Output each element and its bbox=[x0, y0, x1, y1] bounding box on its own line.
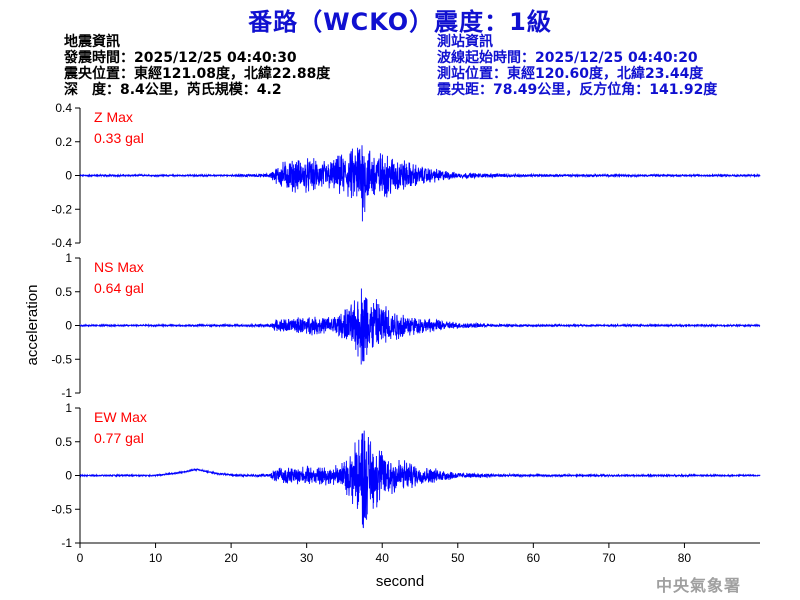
y-tick-label: -1 bbox=[61, 536, 72, 550]
y-tick-label: 0 bbox=[65, 169, 72, 183]
panel-z: -0.4 -0.2 0 0.2 0.4 Z Max 0.33 gal bbox=[51, 101, 761, 250]
panel-ns: -1 -0.5 0 0.5 1 NS Max 0.64 gal bbox=[51, 251, 761, 400]
waveform-ew bbox=[79, 430, 761, 529]
x-tick-label: 0 bbox=[77, 551, 84, 565]
y-tick-label: 0.2 bbox=[55, 135, 72, 149]
station-info-heading: 測站資訊 bbox=[437, 34, 493, 50]
y-tick-label: 0.4 bbox=[55, 101, 72, 115]
y-tick-label: 1 bbox=[65, 251, 72, 265]
y-tick-label: -0.5 bbox=[51, 502, 72, 516]
max-label-ew: EW Max bbox=[94, 409, 147, 425]
station-location: 測站位置：東經120.60度，北緯23.44度 bbox=[437, 66, 704, 82]
x-axis-label: second bbox=[376, 573, 424, 590]
epicentral-distance-azimuth: 震央距：78.49公里，反方位角：141.92度 bbox=[437, 82, 718, 98]
y-tick-label: 0.5 bbox=[55, 285, 72, 299]
max-value-ew: 0.77 gal bbox=[94, 430, 144, 446]
y-tick-label: 0 bbox=[65, 319, 72, 333]
panel-ew: -1 -0.5 0 0.5 1 EW Max 0.77 gal bbox=[51, 401, 761, 550]
x-tick-label: 50 bbox=[451, 551, 465, 565]
max-label-z: Z Max bbox=[94, 109, 133, 125]
y-tick-label: 0 bbox=[65, 469, 72, 483]
y-axis-label: acceleration bbox=[24, 285, 41, 366]
max-label-ns: NS Max bbox=[94, 259, 144, 275]
x-tick-label: 80 bbox=[678, 551, 692, 565]
chart-title: 番路（WCKO）震度：1級 bbox=[248, 8, 552, 36]
quake-info-panel: 地震資訊 發震時間：2025/12/25 04:40:30 震央位置：東經121… bbox=[64, 34, 330, 98]
y-tick-label: 0.5 bbox=[55, 435, 72, 449]
y-tick-label: -0.2 bbox=[51, 202, 72, 216]
y-tick-label: -0.4 bbox=[51, 236, 72, 250]
max-value-ns: 0.64 gal bbox=[94, 280, 144, 296]
waveform-ns bbox=[79, 288, 761, 365]
y-tick-label: -1 bbox=[61, 386, 72, 400]
quake-info-heading: 地震資訊 bbox=[64, 34, 120, 50]
depth-magnitude: 深 度：8.4公里，芮氏規模：4.2 bbox=[64, 82, 282, 98]
station-info-panel: 測站資訊 波線起始時間：2025/12/25 04:40:20 測站位置：東經1… bbox=[437, 34, 717, 98]
y-tick-label: -0.5 bbox=[51, 352, 72, 366]
x-tick-label: 70 bbox=[602, 551, 616, 565]
x-tick-label: 10 bbox=[149, 551, 163, 565]
agency-credit: 中央氣象署 bbox=[656, 576, 742, 595]
x-tick-label: 30 bbox=[300, 551, 314, 565]
y-tick-label: 1 bbox=[65, 401, 72, 415]
x-tick-label: 40 bbox=[376, 551, 390, 565]
x-tick-label: 20 bbox=[224, 551, 238, 565]
origin-time: 發震時間：2025/12/25 04:40:30 bbox=[64, 50, 297, 66]
max-value-z: 0.33 gal bbox=[94, 130, 144, 146]
waveform-z bbox=[79, 145, 761, 222]
x-tick-label: 60 bbox=[527, 551, 541, 565]
wave-start-time: 波線起始時間：2025/12/25 04:40:20 bbox=[437, 50, 698, 66]
epicenter-location: 震央位置：東經121.08度，北緯22.88度 bbox=[64, 66, 331, 82]
